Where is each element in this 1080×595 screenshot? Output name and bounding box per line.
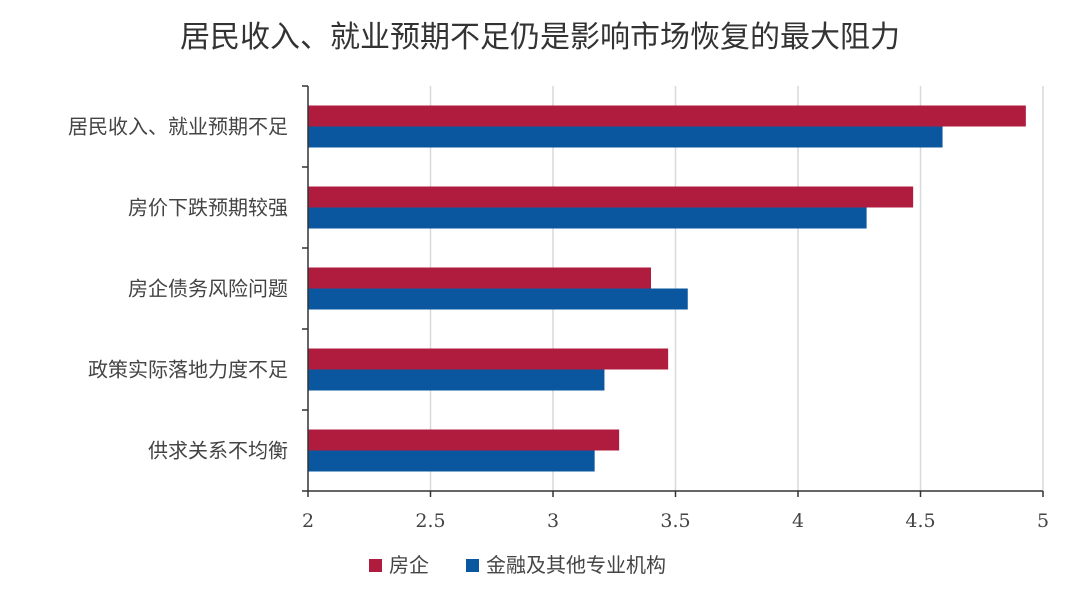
bar-series-1 <box>308 429 620 451</box>
category-label: 供求关系不均衡 <box>148 439 288 463</box>
category-label: 房价下跌预期较强 <box>128 196 288 220</box>
bars <box>308 105 1026 472</box>
legend-label: 金融及其他专业机构 <box>486 553 666 577</box>
x-tick-label: 4 <box>792 510 804 532</box>
x-tick-label: 2 <box>302 510 314 532</box>
legend-label: 房企 <box>389 553 429 577</box>
category-label: 房企债务风险问题 <box>128 277 288 301</box>
legend-swatch <box>466 559 479 572</box>
x-tick-label: 5 <box>1037 510 1049 532</box>
x-tick-label: 3.5 <box>660 510 690 532</box>
category-label: 政策实际落地力度不足 <box>88 358 288 382</box>
x-tick-label: 3 <box>547 510 559 532</box>
legend-swatch <box>369 559 382 572</box>
bar-series-1 <box>308 105 1026 127</box>
x-tick-label: 4.5 <box>905 510 935 532</box>
legend: 房企 金融及其他专业机构 <box>369 553 666 577</box>
chart-title: 居民收入、就业预期不足仍是影响市场恢复的最大阻力 <box>180 20 900 55</box>
bar-series-1 <box>308 348 669 370</box>
bar-series-2 <box>308 288 688 310</box>
bar-series-2 <box>308 207 867 229</box>
bar-series-1 <box>308 267 651 289</box>
bar-series-2 <box>308 369 605 391</box>
x-tick-labels: 2 2.5 3 3.5 4 4.5 5 <box>302 510 1049 532</box>
category-label: 居民收入、就业预期不足 <box>68 115 288 139</box>
bar-series-2 <box>308 126 943 148</box>
x-tick-label: 2.5 <box>415 510 445 532</box>
axes <box>302 85 1044 497</box>
bar-series-2 <box>308 450 595 472</box>
bar-series-1 <box>308 186 914 208</box>
category-labels: 居民收入、就业预期不足房价下跌预期较强房企债务风险问题政策实际落地力度不足供求关… <box>68 115 288 463</box>
